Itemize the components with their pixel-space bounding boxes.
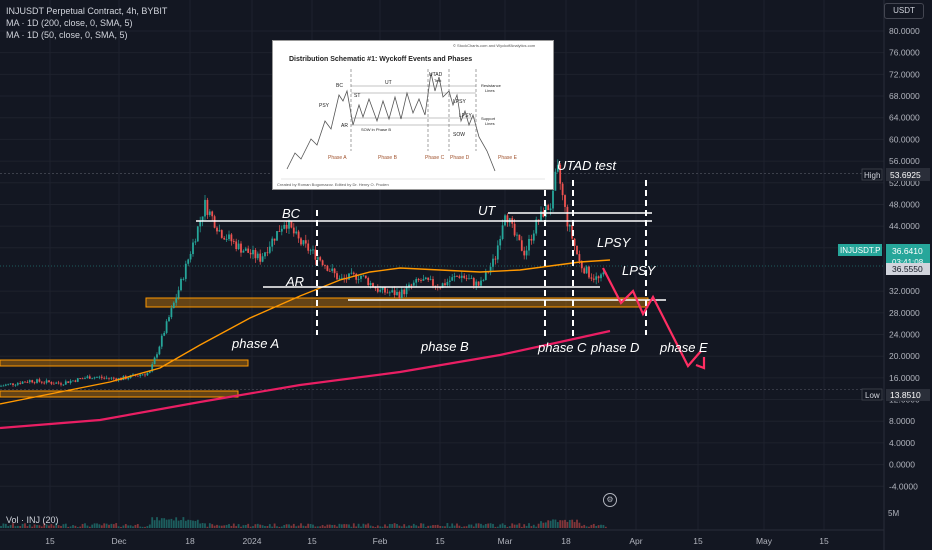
time-tick-label: 15 <box>435 536 445 546</box>
price-axis[interactable]: 80.0000 76.0000 72.0000 68.0000 64.0000 60.00… <box>883 0 920 550</box>
support-zones <box>0 297 649 398</box>
label-phase-a: phase A <box>231 336 279 351</box>
inset-credit-bottom: Created by Roman Bogomazov. Edited by Dr… <box>277 182 389 187</box>
wyckoff-schematic-image: © StockCharts.com and WyckoffAnalytics.c… <box>272 40 554 190</box>
price-tick-label: 48.0000 <box>889 199 920 209</box>
inset-phase-e: Phase E <box>498 155 518 161</box>
price-tick-label: 64.0000 <box>889 113 920 123</box>
ma50-legend[interactable]: MA · 1D (50, close, 0, SMA, 5) <box>6 30 128 40</box>
time-tick-label: 15 <box>307 536 317 546</box>
high-label: High <box>864 171 880 180</box>
inset-resistance: Resistance <box>481 83 502 88</box>
time-axis[interactable]: 15 Dec 18 2024 15 Feb 15 Mar 18 Apr 15 May 15 <box>0 529 884 546</box>
volume-bars <box>0 517 607 528</box>
inset-ut: UT <box>385 80 392 86</box>
time-tick-label: 18 <box>185 536 195 546</box>
volume-legend[interactable]: Vol · INJ (20) <box>6 515 59 525</box>
price-tick-label: 68.0000 <box>889 91 920 101</box>
label-phase-d: phase D <box>590 340 639 355</box>
label-phase-e: phase E <box>659 340 708 355</box>
inset-support: Support <box>481 116 496 121</box>
label-phase-b: phase B <box>420 339 469 354</box>
time-tick-label: Feb <box>373 536 388 546</box>
label-lpsy-2: LPSY <box>622 263 657 278</box>
inset-lpsy2: LPSY <box>459 113 472 119</box>
ma200-legend[interactable]: MA · 1D (200, close, 0, SMA, 5) <box>6 18 133 28</box>
price-tick-label: 60.0000 <box>889 134 920 144</box>
label-utad-test: UTAD test <box>557 158 617 173</box>
inset-bc: BC <box>336 83 343 89</box>
inset-phase-b: Phase B <box>378 155 398 161</box>
time-tick-label: 15 <box>45 536 55 546</box>
candlesticks <box>0 159 607 387</box>
countdown: 03:41:08 <box>892 258 924 267</box>
price-tick-label: 28.0000 <box>889 308 920 318</box>
symbol-title[interactable]: INJUSDT Perpetual Contract, 4h, BYBIT <box>6 6 168 16</box>
inset-resistance-lines: Lines <box>485 88 495 93</box>
price-tick-label: 52.0000 <box>889 178 920 188</box>
label-ut: UT <box>478 203 496 218</box>
currency-button[interactable]: USDT <box>884 3 924 19</box>
price-tick-label: 56.0000 <box>889 156 920 166</box>
inset-phase-c: Phase C <box>425 155 445 161</box>
time-tick-label: 18 <box>561 536 571 546</box>
inset-sow-phase-b: SOW in Phase B <box>361 127 391 132</box>
inset-phase-d: Phase D <box>450 155 470 161</box>
time-tick-label: 15 <box>693 536 703 546</box>
inset-support-lines: Lines <box>485 121 495 126</box>
time-tick-label: 2024 <box>243 536 262 546</box>
time-tick-label: Apr <box>629 536 642 546</box>
time-tick-label: 15 <box>819 536 829 546</box>
price-tick-label: 44.0000 <box>889 221 920 231</box>
inset-phase-a: Phase A <box>328 155 347 161</box>
price-tick-label: 80.0000 <box>889 26 920 36</box>
price-tick-label: 24.0000 <box>889 330 920 340</box>
inset-sow: SOW <box>453 132 465 138</box>
inset-credit-top: © StockCharts.com and WyckoffAnalytics.c… <box>453 43 536 48</box>
time-tick-label: Mar <box>498 536 513 546</box>
inset-utad: UTAD <box>429 72 443 78</box>
volume-scale-label: 5M <box>888 509 899 518</box>
price-tick-label: 4.0000 <box>889 438 915 448</box>
label-phase-c: phase C <box>537 340 587 355</box>
label-ar: AR <box>285 274 304 289</box>
high-value: 53.6925 <box>890 170 921 180</box>
price-tick-label: 16.0000 <box>889 373 920 383</box>
label-bc: BC <box>282 206 301 221</box>
inset-st: ST <box>354 93 360 99</box>
wyckoff-labels: BC AR UT UTAD test LPSY LPSY phase A pha… <box>231 158 708 355</box>
label-lpsy-1: LPSY <box>597 235 632 250</box>
time-tick-label: May <box>756 536 773 546</box>
price-tick-label: 32.0000 <box>889 286 920 296</box>
price-tick-label: 76.0000 <box>889 48 920 58</box>
price-tick-label: 8.0000 <box>889 416 915 426</box>
wyckoff-drawings <box>196 180 706 370</box>
time-tick-label: Dec <box>111 536 127 546</box>
price-tick-label: -4.0000 <box>889 481 918 491</box>
price-tick-label: 20.0000 <box>889 351 920 361</box>
inset-test: Test <box>434 78 442 83</box>
inset-ar: AR <box>341 123 348 129</box>
settings-gear-icon[interactable]: ⚙ <box>603 493 617 507</box>
low-label: Low <box>865 391 880 400</box>
low-value: 13.8510 <box>890 390 921 400</box>
moving-averages <box>0 259 611 430</box>
price-tags: High 53.6925 INJUSDT.P 36.6410 03:41:08 … <box>838 168 930 401</box>
inset-psy: PSY <box>319 103 330 109</box>
price-tick-label: 72.0000 <box>889 69 920 79</box>
price-tick-label: 0.0000 <box>889 460 915 470</box>
inset-title: Distribution Schematic #1: Wyckoff Event… <box>289 56 472 63</box>
crosshair-price: 36.5550 <box>892 264 923 274</box>
chart-grid <box>0 0 884 530</box>
last-price: 36.6410 <box>892 246 923 256</box>
symbol-tag: INJUSDT.P <box>840 246 880 255</box>
chart-legend[interactable]: INJUSDT Perpetual Contract, 4h, BYBIT MA… <box>6 5 167 41</box>
inset-lpsy1: LPSY <box>453 99 466 105</box>
